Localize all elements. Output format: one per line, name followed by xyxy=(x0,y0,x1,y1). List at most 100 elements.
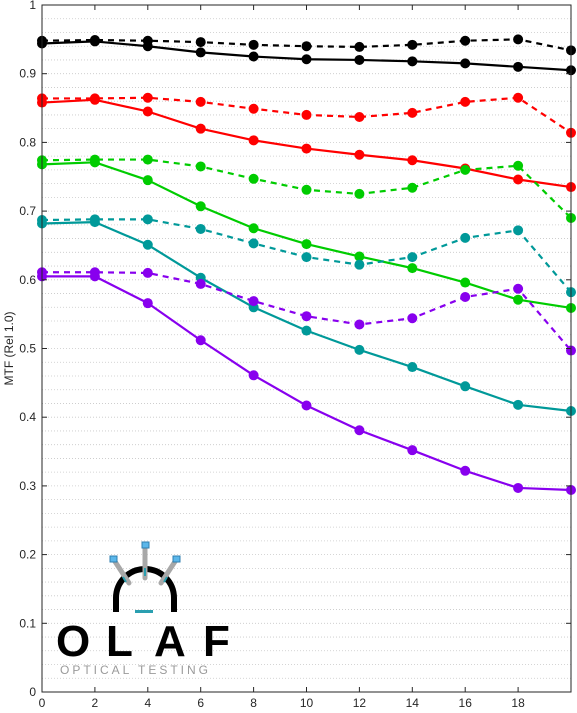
olaf-logo: O L A F OPTICAL TESTING xyxy=(56,541,230,677)
data-point xyxy=(354,188,365,199)
axes: 00.10.20.30.40.50.60.70.80.910 2 4 6 8 10 12 14… xyxy=(19,0,572,710)
data-point xyxy=(407,313,418,324)
series-layer xyxy=(37,34,576,496)
data-point xyxy=(301,311,312,322)
data-point xyxy=(354,41,365,52)
x-tick-label: 2 xyxy=(92,696,99,710)
x-tick-label: 14 xyxy=(406,696,420,710)
data-point xyxy=(195,47,206,58)
data-point xyxy=(142,175,153,186)
data-point xyxy=(513,482,524,493)
data-point xyxy=(513,160,524,171)
data-point xyxy=(89,267,100,278)
x-tick-label: 10 xyxy=(300,696,314,710)
data-point xyxy=(301,109,312,120)
data-point xyxy=(407,445,418,456)
data-point xyxy=(195,335,206,346)
x-tick-label: 12 xyxy=(353,696,367,710)
logo-letter: L xyxy=(106,617,133,666)
y-tick-label: 0.3 xyxy=(19,479,36,493)
data-point xyxy=(248,223,259,234)
data-point xyxy=(89,214,100,225)
data-point xyxy=(354,251,365,262)
y-tick-label: 0.8 xyxy=(19,135,36,149)
data-point xyxy=(248,51,259,62)
y-tick-label: 1 xyxy=(29,0,36,12)
data-point xyxy=(142,35,153,46)
data-point xyxy=(460,277,471,288)
data-point xyxy=(513,34,524,45)
data-point xyxy=(460,58,471,69)
data-point xyxy=(513,61,524,72)
data-point xyxy=(301,41,312,52)
y-tick-label: 0.9 xyxy=(19,67,36,81)
data-point xyxy=(89,154,100,165)
data-point xyxy=(354,111,365,122)
data-point xyxy=(354,149,365,160)
y-tick-label: 0.1 xyxy=(19,616,36,630)
logo-lens-icon xyxy=(109,541,181,613)
data-point xyxy=(460,164,471,175)
data-point xyxy=(195,201,206,212)
x-tick-label: 4 xyxy=(144,696,151,710)
data-point xyxy=(407,362,418,373)
data-point xyxy=(142,106,153,117)
x-tick-label: 0 xyxy=(39,696,46,710)
data-point xyxy=(142,92,153,103)
data-point xyxy=(354,259,365,270)
y-axis-label: MTF (Rel 1.0) xyxy=(2,311,16,385)
data-point xyxy=(354,319,365,330)
data-point xyxy=(301,143,312,154)
y-tick-label: 0.7 xyxy=(19,204,36,218)
data-point xyxy=(513,294,524,305)
data-point xyxy=(248,238,259,249)
y-tick-label: 0.2 xyxy=(19,548,36,562)
data-point xyxy=(301,400,312,411)
data-point xyxy=(354,54,365,65)
y-tick-label: 0.5 xyxy=(19,342,36,356)
data-point xyxy=(407,263,418,274)
data-point xyxy=(301,239,312,250)
logo-letter: A xyxy=(154,617,186,666)
data-point xyxy=(89,35,100,46)
data-point xyxy=(142,214,153,225)
data-point xyxy=(195,123,206,134)
data-point xyxy=(142,239,153,250)
data-point xyxy=(354,425,365,436)
data-point xyxy=(407,252,418,263)
data-point xyxy=(142,298,153,309)
series-line xyxy=(42,271,572,352)
data-point xyxy=(142,267,153,278)
data-point xyxy=(301,325,312,336)
x-tick-label: 8 xyxy=(250,696,257,710)
data-point xyxy=(513,399,524,410)
data-point xyxy=(195,161,206,172)
data-point xyxy=(407,107,418,118)
data-point xyxy=(407,182,418,193)
data-point xyxy=(248,296,259,307)
data-point xyxy=(301,54,312,65)
data-point xyxy=(460,232,471,243)
data-point xyxy=(354,344,365,355)
data-point xyxy=(89,93,100,104)
x-tick-label: 18 xyxy=(511,696,525,710)
data-point xyxy=(460,465,471,476)
x-tick-label: 6 xyxy=(197,696,204,710)
data-point xyxy=(460,291,471,302)
x-tick-label: 16 xyxy=(459,696,473,710)
data-point xyxy=(195,96,206,107)
data-point xyxy=(460,96,471,107)
data-point xyxy=(248,370,259,381)
data-point xyxy=(301,184,312,195)
data-point xyxy=(460,381,471,392)
data-point xyxy=(142,154,153,165)
data-point xyxy=(460,35,471,46)
logo-letter: F xyxy=(203,617,230,666)
data-point xyxy=(195,223,206,234)
data-point xyxy=(248,135,259,146)
y-tick-label: 0 xyxy=(29,685,36,699)
data-point xyxy=(248,103,259,114)
data-point xyxy=(513,283,524,294)
